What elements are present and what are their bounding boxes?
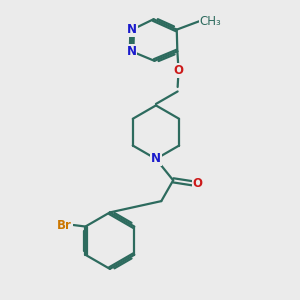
Text: O: O bbox=[173, 64, 183, 77]
Text: O: O bbox=[193, 177, 203, 190]
Text: Br: Br bbox=[57, 218, 72, 232]
Text: N: N bbox=[127, 23, 137, 36]
Text: N: N bbox=[127, 45, 136, 58]
Text: CH₃: CH₃ bbox=[200, 15, 221, 28]
Text: N: N bbox=[151, 152, 161, 165]
